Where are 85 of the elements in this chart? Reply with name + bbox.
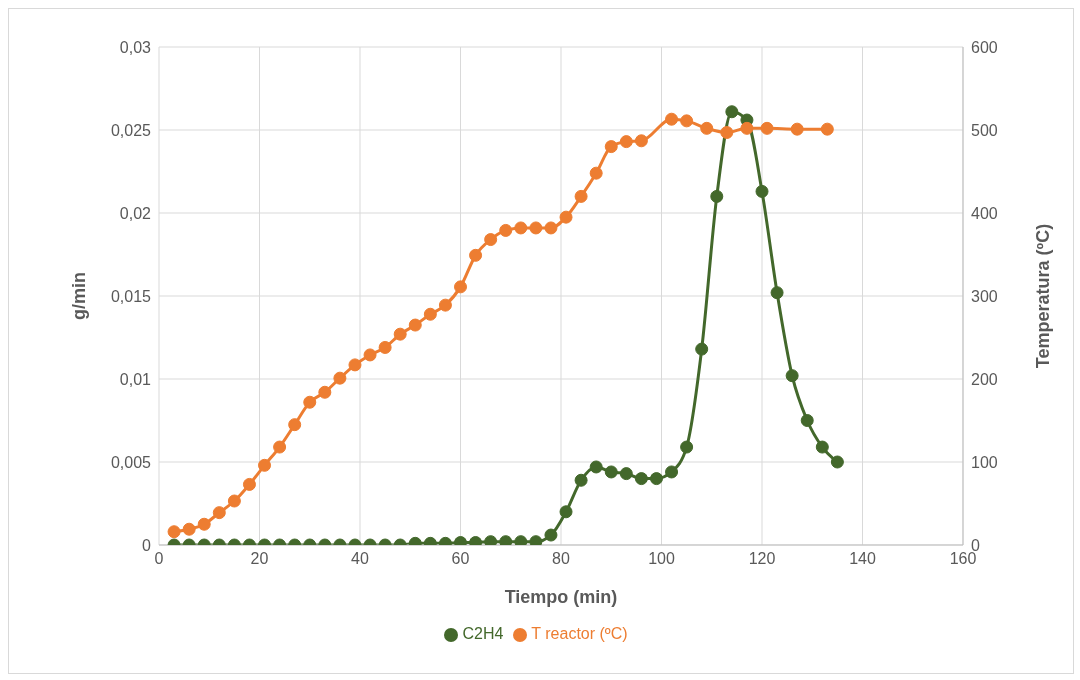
point (499, 535, 513, 545)
point (770, 286, 784, 300)
point (454, 280, 467, 294)
legend-label: T reactor (ºC) (531, 625, 628, 642)
point (348, 358, 362, 372)
point (499, 223, 513, 237)
y-tick-label: 0,03 (119, 38, 152, 56)
point (574, 473, 588, 487)
point (484, 233, 498, 247)
point (589, 460, 603, 474)
y2-tick-label: 500 (971, 121, 998, 139)
point (167, 525, 181, 539)
point (830, 455, 844, 469)
point (574, 189, 588, 203)
point (514, 535, 528, 545)
y-tick-label: 0,005 (110, 453, 152, 471)
point (408, 318, 422, 332)
point (529, 221, 543, 235)
point (197, 517, 211, 531)
point (378, 340, 392, 354)
point (604, 140, 618, 154)
y2-tick-label: 300 (971, 287, 998, 305)
point (363, 348, 377, 362)
point (438, 298, 452, 312)
point (484, 535, 498, 545)
point (785, 369, 799, 383)
point (589, 166, 603, 180)
point (258, 458, 272, 472)
point (695, 342, 709, 356)
point (469, 248, 483, 262)
x-tick-label: 40 (351, 550, 369, 568)
point (720, 125, 734, 139)
point (514, 221, 528, 235)
x-tick-label: 100 (648, 550, 675, 568)
y2-tick-label: 600 (971, 38, 998, 56)
point (665, 112, 679, 126)
point (227, 494, 241, 508)
point (760, 121, 774, 135)
y2-tick-label: 400 (971, 204, 998, 222)
point (790, 122, 804, 136)
x-tick-label: 60 (451, 550, 470, 568)
point (333, 371, 347, 385)
point (182, 522, 196, 536)
x-tick-label: 20 (250, 550, 269, 568)
legend-label: C2H4 (462, 625, 504, 642)
point (318, 385, 332, 399)
point (710, 189, 724, 203)
y-tick-label: 0,01 (119, 370, 152, 388)
x-axis-title: Tiempo (min) (504, 587, 618, 607)
point (212, 506, 226, 520)
point (634, 134, 648, 148)
point (800, 414, 814, 427)
y2-tick-label: 200 (971, 370, 998, 388)
point (680, 440, 694, 454)
y-tick-label: 0,02 (119, 204, 152, 222)
x-tick-label: 80 (552, 550, 570, 568)
x-tick-label: 160 (949, 550, 977, 568)
point (393, 327, 407, 341)
y2-axis-title: Temperatura (ºC) (1033, 223, 1054, 369)
y-tick-label: 0 (142, 536, 152, 554)
point (559, 210, 573, 224)
point (423, 307, 437, 321)
point (815, 440, 829, 454)
point (665, 465, 679, 479)
y-axis-title: g/min (69, 272, 90, 320)
point (544, 221, 558, 235)
point (242, 477, 256, 491)
x-tick-label: 0 (154, 550, 164, 568)
point (288, 418, 302, 432)
y2-tick-label: 100 (971, 453, 998, 471)
point (740, 121, 754, 135)
y-tick-label: 0,015 (110, 287, 152, 305)
point (273, 440, 287, 454)
x-tick-label: 140 (849, 550, 876, 568)
point (680, 114, 694, 128)
point (529, 535, 543, 545)
point (619, 135, 633, 149)
x-tick-label: 120 (748, 550, 776, 568)
point (725, 105, 739, 119)
point (820, 122, 834, 136)
point (303, 395, 317, 409)
point (755, 184, 769, 198)
y-tick-label: 0,025 (110, 121, 152, 139)
point (700, 121, 714, 135)
point (604, 465, 618, 479)
